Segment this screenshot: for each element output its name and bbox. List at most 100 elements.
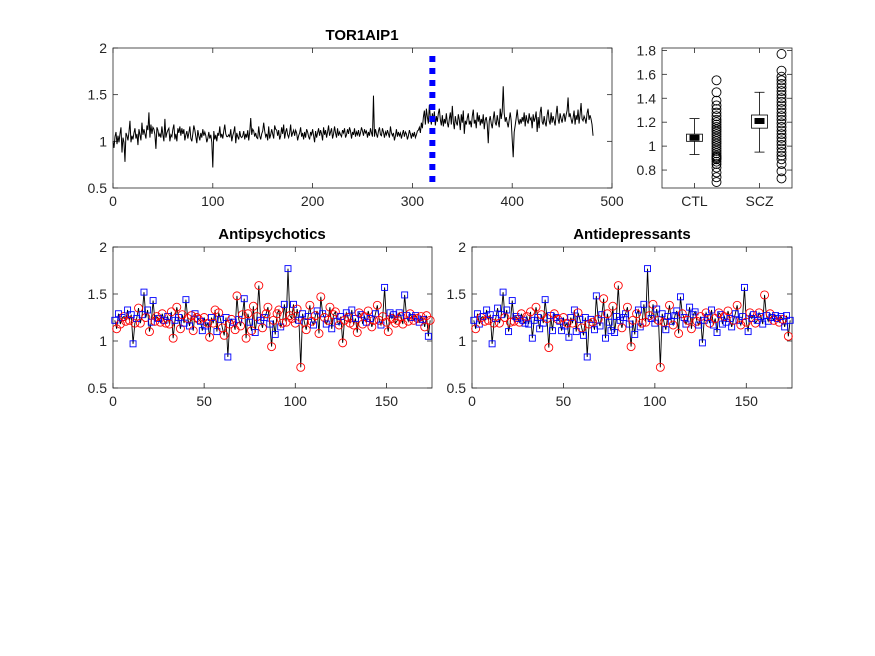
square-marker <box>541 296 549 304</box>
square-marker <box>713 329 721 336</box>
outlier-point <box>711 131 722 142</box>
square-marker <box>111 316 119 324</box>
outlier-point <box>776 129 787 140</box>
circle-marker <box>278 318 287 328</box>
square-marker <box>576 315 584 323</box>
square-marker <box>698 339 706 347</box>
outlier-point <box>776 125 787 136</box>
square-marker <box>328 325 336 333</box>
circle-marker <box>599 294 609 304</box>
square-marker <box>525 320 533 328</box>
circle-marker <box>237 310 247 320</box>
square-marker <box>671 312 679 320</box>
circle-marker <box>613 281 623 290</box>
circle-marker <box>683 315 693 325</box>
outlier-point <box>711 148 722 159</box>
circle-marker <box>471 324 481 334</box>
outlier-point <box>776 82 787 93</box>
circle-marker <box>588 317 598 327</box>
square-marker <box>144 306 152 314</box>
circle-marker <box>425 315 435 325</box>
x-tick-label: 100 <box>284 393 308 409</box>
outlier-point <box>776 75 787 86</box>
x-tick-label: 300 <box>401 193 425 209</box>
outlier-point <box>776 139 787 150</box>
outlier-point <box>711 156 722 167</box>
square-marker <box>284 265 292 273</box>
circle-marker <box>236 321 246 331</box>
circle-marker <box>316 292 326 302</box>
square-marker <box>149 297 157 305</box>
square-marker <box>634 306 642 314</box>
circle-marker <box>121 316 131 326</box>
tor1aip1-title: TOR1AIP1 <box>325 27 398 44</box>
square-marker <box>224 353 232 361</box>
circle-marker <box>602 309 612 319</box>
circle-marker <box>292 304 302 314</box>
y-tick-label: 1.8 <box>637 42 657 58</box>
circle-marker <box>505 317 515 327</box>
square-marker <box>591 326 598 334</box>
square-marker <box>567 314 575 321</box>
outlier-point <box>711 126 722 137</box>
circle-marker <box>383 327 393 337</box>
square-marker <box>598 311 606 319</box>
y-tick-label: 1.5 <box>88 87 108 103</box>
square-marker <box>512 313 520 321</box>
outlier-point <box>711 75 722 86</box>
circle-marker <box>134 303 143 313</box>
square-marker <box>583 353 591 361</box>
square-marker <box>115 310 122 318</box>
circle-marker <box>192 313 202 322</box>
circle-marker <box>489 318 499 328</box>
ctl-scz-boxplot: 0.8 1 1.2 1.4 1.6 1.8 CTL SCZ <box>637 42 793 209</box>
square-marker <box>753 316 761 324</box>
outlier-point <box>776 159 787 170</box>
outlier-point <box>711 124 722 135</box>
y-tick-label: 0.8 <box>637 162 657 178</box>
square-marker <box>483 306 491 314</box>
circle-marker <box>338 338 348 348</box>
circle-marker <box>626 342 636 352</box>
circle-marker <box>391 318 400 328</box>
square-marker <box>240 295 248 303</box>
circle-marker <box>225 319 235 329</box>
circle-marker <box>248 301 258 311</box>
square-marker <box>653 305 661 313</box>
square-marker <box>207 314 215 321</box>
circle-marker <box>736 320 746 330</box>
x-tick-label: 100 <box>643 393 667 409</box>
circle-marker <box>323 315 333 325</box>
circle-marker <box>372 300 382 310</box>
y-tick-label: 2 <box>458 239 466 255</box>
outlier-point <box>711 95 722 106</box>
circle-marker <box>553 314 563 324</box>
square-marker <box>781 323 789 331</box>
square-marker <box>198 327 206 335</box>
square-marker <box>390 311 398 319</box>
square-marker <box>424 332 432 340</box>
circle-marker <box>654 315 663 325</box>
square-marker <box>124 306 132 314</box>
circle-marker <box>314 329 324 338</box>
circle-marker <box>668 320 678 330</box>
circle-marker <box>732 300 742 310</box>
circle-marker <box>632 309 642 319</box>
circle-marker <box>420 322 430 332</box>
circle-marker <box>405 309 415 319</box>
square-marker <box>786 316 794 324</box>
y-tick-label: 1 <box>458 333 466 349</box>
category-label-ctl: CTL <box>681 193 708 209</box>
circle-marker <box>243 309 253 319</box>
antidepressants-chart: Antidepressants 0 50 100 150 0.5 1 1.5 2 <box>447 226 794 409</box>
circle-marker <box>165 319 174 329</box>
square-marker <box>640 300 648 308</box>
outlier-point <box>711 100 722 111</box>
square-marker <box>486 311 494 319</box>
circle-marker <box>301 325 311 335</box>
circle-marker <box>622 302 632 312</box>
circle-marker <box>367 322 377 332</box>
square-marker <box>647 314 655 322</box>
square-marker <box>160 316 168 324</box>
